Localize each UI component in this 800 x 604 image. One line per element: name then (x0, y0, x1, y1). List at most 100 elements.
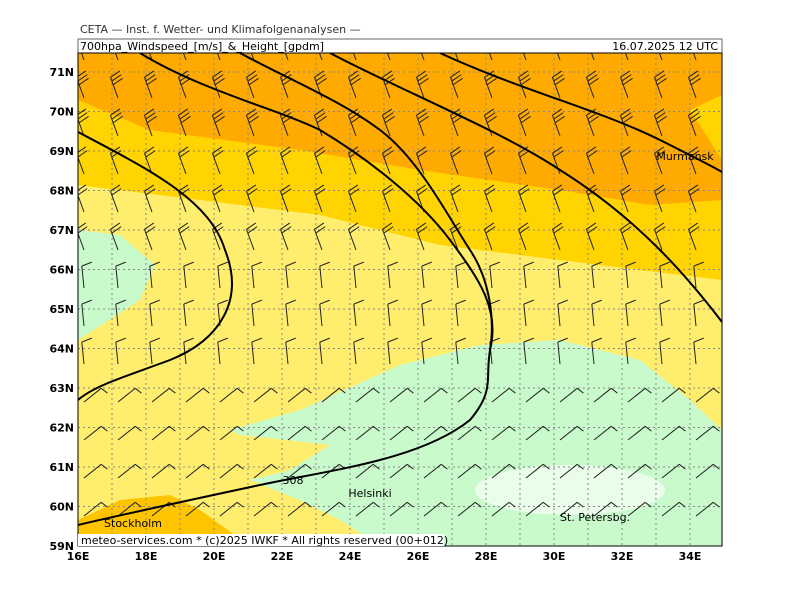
footer-box (78, 534, 444, 546)
lat-label: 59N (49, 540, 74, 553)
wind-barb (559, 501, 584, 517)
wind-barb (653, 184, 666, 213)
wind-barb (483, 146, 496, 175)
wind-barb (83, 425, 108, 441)
wind-barb (287, 387, 312, 403)
wind-barb (245, 108, 259, 137)
place-label: Helsinki (348, 487, 391, 500)
lon-label: 26E (407, 550, 430, 563)
wind-barb (83, 501, 108, 517)
wind-barb (661, 387, 686, 403)
lat-label: 66N (49, 264, 74, 277)
wind-barb (557, 299, 568, 327)
wind-barb (381, 70, 395, 99)
wind-barb (285, 261, 296, 289)
wind-barb (423, 425, 448, 441)
wind-barb (355, 463, 380, 479)
wind-barb (619, 184, 632, 213)
wind-barb (381, 146, 394, 175)
wind-barb (81, 299, 92, 327)
lon-label: 16E (67, 550, 90, 563)
wind-barb (593, 425, 618, 441)
wind-barb (449, 146, 462, 175)
wind-barb (177, 70, 191, 99)
wind-barb (353, 337, 364, 365)
wind-barb (693, 299, 704, 327)
wind-barb (389, 425, 414, 441)
wind-barb (619, 222, 632, 251)
lat-label: 61N (49, 461, 74, 474)
wind-barb (321, 387, 346, 403)
wind-barb (81, 337, 92, 365)
wind-barb (253, 463, 278, 479)
wind-barb (619, 146, 632, 175)
wind-barb (279, 184, 292, 213)
wind-barb (593, 387, 618, 403)
wind-barb (389, 463, 414, 479)
wind-barb (421, 299, 432, 327)
wind-barb (279, 70, 293, 99)
wind-barb (551, 70, 565, 99)
wind-barb (693, 337, 704, 365)
wind-barb (355, 425, 380, 441)
wind-barb (381, 184, 394, 213)
wind-barb (457, 425, 482, 441)
wind-barb (217, 337, 228, 365)
wind-barb (659, 261, 670, 289)
wind-barb (517, 70, 531, 99)
wind-barb (627, 387, 652, 403)
wind-barb (185, 425, 210, 441)
wind-barb (619, 108, 633, 137)
wind-barb (455, 299, 466, 327)
wind-barb (551, 146, 564, 175)
wind-barb (693, 261, 704, 289)
wind-barb (285, 337, 296, 365)
lat-label: 68N (49, 185, 74, 198)
wind-barb (217, 261, 228, 289)
wind-barb (253, 501, 278, 517)
wind-barb (695, 425, 720, 441)
wind-barb (313, 70, 327, 99)
wind-barb (143, 108, 157, 137)
wind-barb (559, 463, 584, 479)
wind-barb (185, 463, 210, 479)
wind-barb (387, 261, 398, 289)
wind-barb (585, 146, 598, 175)
wind-barb (78, 70, 89, 99)
wind-barb (109, 222, 122, 251)
wind-barb (661, 425, 686, 441)
wind-barb (695, 463, 720, 479)
wind-barb (219, 463, 244, 479)
wind-barb (557, 261, 568, 289)
wind-barb (525, 425, 550, 441)
wind-barb (313, 222, 326, 251)
wind-barb (78, 108, 89, 137)
lon-label: 30E (543, 550, 566, 563)
lat-label: 60N (49, 501, 74, 514)
wind-barb (627, 463, 652, 479)
wind-barb (455, 337, 466, 365)
lat-label: 69N (49, 145, 74, 158)
wind-barb (457, 463, 482, 479)
wind-barb (687, 108, 701, 137)
wind-barb (687, 222, 700, 251)
wind-barb (695, 501, 720, 517)
header-subtitle: 700hpa_Windspeed_[m/s]_&_Height_[gpdm] (80, 40, 324, 53)
lat-label: 65N (49, 303, 74, 316)
wind-barb (523, 337, 534, 365)
wind-barb (109, 108, 123, 137)
lat-label: 63N (49, 382, 74, 395)
wind-barb (517, 146, 530, 175)
wind-barb (117, 463, 142, 479)
lon-label: 32E (611, 550, 634, 563)
wind-barb (319, 337, 330, 365)
wind-barb (287, 501, 312, 517)
wind-barb (517, 222, 530, 251)
wind-barb (619, 70, 633, 99)
wind-barb (457, 387, 482, 403)
place-label: St. Petersbg. (560, 511, 630, 524)
wind-barb (457, 501, 482, 517)
wind-barb (287, 425, 312, 441)
wind-barb (389, 501, 414, 517)
wind-barb (491, 425, 516, 441)
